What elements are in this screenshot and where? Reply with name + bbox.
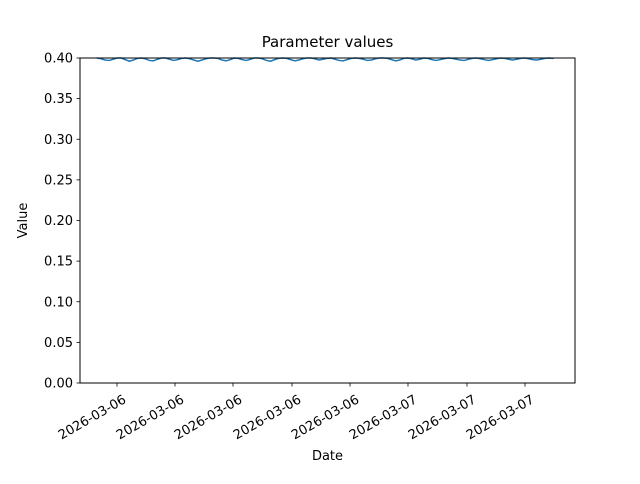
y-axis: 0.00 0.05 0.10 0.15 0.20 0.25 0.30 0.35 0.40 [44, 52, 80, 392]
y-tick-label: 0.40 [44, 52, 73, 67]
y-tick-label: 0.05 [44, 336, 73, 351]
y-tick-label: 0.15 [44, 255, 73, 270]
chart-title: Parameter values [262, 33, 394, 51]
y-tick-label: 0.30 [44, 133, 73, 148]
plot-area-frame [79, 57, 576, 384]
y-tick-label: 0.35 [44, 92, 73, 107]
y-tick-label: 0.25 [44, 173, 73, 188]
x-axis-label: Date [312, 449, 343, 464]
y-tick-label: 0.10 [44, 295, 73, 310]
x-axis: 2026-03-062026-03-062026-03-062026-03-06… [56, 383, 537, 443]
y-tick-label: 0.00 [44, 377, 73, 392]
y-tick-label: 0.20 [44, 214, 73, 229]
y-axis-label: Value [16, 203, 31, 239]
